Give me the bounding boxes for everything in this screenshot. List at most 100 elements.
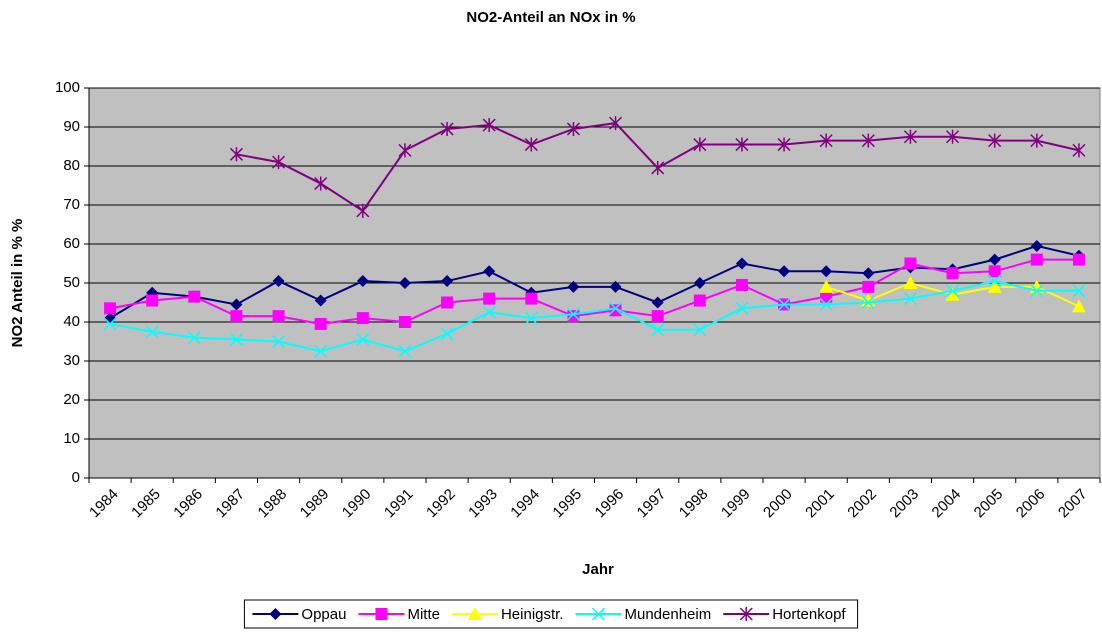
x-tick-label: 1991 [381, 486, 417, 522]
marker [229, 333, 243, 347]
x-tick-label: 1989 [297, 486, 333, 522]
x-tick-label: 2002 [844, 486, 880, 522]
marker [524, 311, 538, 325]
marker [820, 265, 833, 278]
marker [398, 143, 412, 158]
y-tick-label: 0 [72, 469, 80, 486]
y-tick-label: 50 [63, 274, 80, 291]
marker [651, 323, 665, 337]
marker [272, 155, 286, 170]
marker [441, 296, 454, 309]
series-line [109, 258, 1079, 325]
marker [739, 607, 753, 621]
marker [819, 297, 833, 311]
marker [1030, 284, 1044, 298]
y-tick-label: 30 [63, 352, 80, 369]
x-tick-label: 1999 [718, 486, 754, 522]
x-tick-label: 1987 [212, 486, 248, 522]
marker [819, 279, 834, 293]
x-tick-label: 2000 [760, 486, 796, 522]
marker [988, 274, 1002, 288]
marker [566, 121, 580, 136]
marker [356, 203, 370, 218]
marker [272, 310, 285, 323]
marker [187, 331, 201, 345]
marker [862, 280, 875, 293]
marker [903, 276, 918, 289]
marker [946, 129, 960, 144]
marker [272, 334, 286, 349]
marker [651, 296, 664, 309]
y-tick-label: 90 [63, 118, 80, 135]
marker [903, 129, 917, 144]
marker [819, 133, 833, 148]
x-axis-label: Jahr [582, 561, 614, 578]
marker [314, 176, 328, 191]
marker [269, 608, 282, 620]
legend: Oppau Mitte Heinigstr. Mundenheim Hortenkopf [243, 599, 859, 629]
x-tick-label: 1996 [592, 486, 628, 522]
marker [375, 608, 388, 620]
marker [566, 307, 580, 321]
x-tick-label: 2007 [1055, 486, 1091, 522]
x-tick-label: 2006 [1013, 486, 1049, 522]
marker [314, 294, 327, 307]
x-tick-label: 1986 [170, 486, 206, 522]
marker [1030, 253, 1043, 266]
x-tick-label: 2003 [886, 486, 922, 522]
marker [356, 312, 369, 325]
x-tick-label: 1985 [128, 486, 164, 522]
marker [777, 297, 791, 311]
y-tick-label: 70 [63, 196, 80, 213]
x-tick-label: 1988 [255, 486, 291, 522]
marker [188, 290, 201, 303]
marker [693, 294, 706, 307]
marker [314, 344, 328, 358]
y-tick-label: 60 [63, 235, 80, 252]
x-tick-label: 1997 [634, 486, 670, 522]
x-tick-label: 1990 [339, 486, 375, 522]
marker [609, 280, 622, 293]
series-line [109, 280, 1079, 353]
y-tick-label: 40 [63, 313, 80, 330]
marker [230, 298, 243, 311]
marker [483, 292, 496, 305]
marker [778, 265, 791, 278]
marker [693, 137, 707, 152]
marker [609, 116, 623, 131]
y-tick-label: 80 [63, 157, 80, 174]
marker [398, 277, 411, 289]
marker [903, 292, 917, 306]
x-tick-label: 1995 [549, 486, 585, 522]
marker [525, 292, 538, 305]
x-tick-label: 2005 [971, 486, 1007, 522]
marker [440, 121, 454, 136]
marker [146, 294, 159, 307]
legend-label: Mundenheim [625, 606, 712, 623]
marker [591, 607, 606, 621]
marker [1072, 284, 1086, 298]
marker [1030, 133, 1044, 148]
marker [356, 333, 370, 347]
marker [693, 277, 706, 289]
x-tick-label: 1998 [676, 486, 712, 522]
marker [398, 344, 412, 358]
x-tick-label: 1994 [507, 486, 543, 522]
marker [693, 323, 707, 337]
marker [988, 133, 1002, 148]
marker [820, 290, 833, 303]
marker [440, 327, 454, 341]
x-tick-label: 1993 [465, 486, 501, 522]
marker [777, 137, 791, 152]
marker [103, 317, 117, 331]
marker [145, 325, 159, 339]
legend-label: Oppau [301, 606, 346, 623]
marker [609, 304, 622, 317]
x-tick-label: 1984 [86, 486, 122, 522]
marker [483, 265, 496, 278]
legend-label: Heinigstr. [501, 606, 564, 623]
marker [946, 267, 959, 280]
marker [441, 275, 454, 288]
series-line [109, 244, 1080, 319]
